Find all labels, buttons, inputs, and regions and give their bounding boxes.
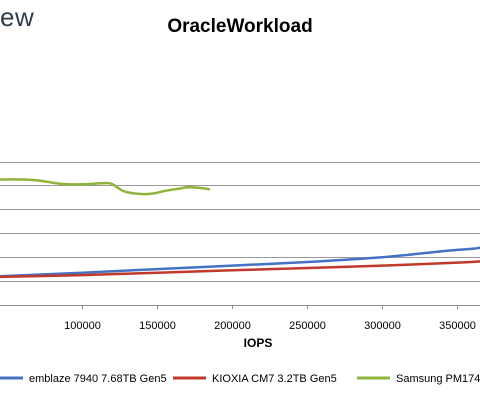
x-tick-label-1: 150000 xyxy=(139,320,176,332)
series-line-1 xyxy=(0,260,480,279)
series-line-2 xyxy=(0,178,211,196)
legend-label-1: KIOXIA CM7 3.2TB Gen5 xyxy=(212,373,337,385)
legend-label-2: Samsung PM174 xyxy=(396,373,480,385)
legend-label-0: emblaze 7940 7.68TB Gen5 xyxy=(29,373,167,385)
x-tick-label-5: 350000 xyxy=(439,320,476,332)
brand-logo-text: ew xyxy=(0,2,35,32)
legend: emblaze 7940 7.68TB Gen5 KIOXIA CM7 3.2TB… xyxy=(0,373,480,385)
x-axis-label: IOPS xyxy=(244,336,273,350)
x-tick-label-0: 100000 xyxy=(64,320,101,332)
x-tick-label-4: 300000 xyxy=(364,320,401,332)
x-tick-label-2: 200000 xyxy=(214,320,251,332)
grid-lines xyxy=(0,162,480,306)
series-lines xyxy=(0,178,480,279)
x-tick-label-3: 250000 xyxy=(289,320,326,332)
x-tick-labels: 100000 150000 200000 250000 300000 350000 xyxy=(64,305,476,332)
chart-title: OracleWorkload xyxy=(167,16,312,37)
series-line-0 xyxy=(0,246,480,278)
